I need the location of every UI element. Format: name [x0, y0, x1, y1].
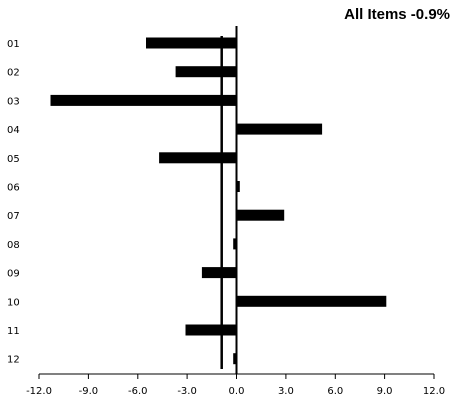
- bar-01: [146, 37, 237, 49]
- category-label-02: 02: [7, 68, 20, 79]
- bar-05: [159, 152, 237, 164]
- bar-09: [201, 267, 237, 279]
- bar-11: [185, 324, 237, 336]
- bar-12: [233, 353, 237, 365]
- labels-layer: 01 02 03 04 05 06 07 08 09 10 11 12 -12.0 -9.0 -6.0 -3.…: [7, 39, 445, 397]
- bar-08: [233, 238, 237, 250]
- category-label-07: 07: [7, 211, 20, 222]
- category-label-01: 01: [7, 39, 20, 50]
- bars-layer: [50, 37, 387, 365]
- category-label-10: 10: [7, 297, 20, 308]
- x-tick-label: 6.0: [327, 386, 343, 397]
- bar-06: [236, 181, 240, 192]
- bar-02: [175, 66, 237, 78]
- x-tick-label: -3.0: [177, 386, 197, 397]
- axis-layer: [38, 26, 435, 379]
- x-tick-label: -9.0: [79, 386, 99, 397]
- bar-07: [236, 209, 285, 221]
- category-label-05: 05: [7, 154, 20, 165]
- x-tick-label: 3.0: [278, 386, 294, 397]
- x-tick-label: 9.0: [377, 386, 393, 397]
- category-label-11: 11: [7, 326, 20, 337]
- x-tick-label: -12.0: [26, 386, 52, 397]
- category-label-04: 04: [7, 125, 20, 136]
- category-label-03: 03: [7, 96, 20, 107]
- x-tick-label: 0.0: [229, 386, 245, 397]
- category-label-08: 08: [7, 240, 20, 251]
- category-label-06: 06: [7, 183, 20, 194]
- bar-03: [50, 94, 237, 106]
- bar-04: [236, 123, 323, 135]
- category-label-09: 09: [7, 269, 20, 280]
- chart-title: All Items -0.9%: [344, 6, 450, 23]
- category-label-12: 12: [7, 355, 20, 366]
- x-tick-label: 12.0: [423, 386, 445, 397]
- x-tick-label: -6.0: [128, 386, 148, 397]
- bar-10: [236, 295, 387, 307]
